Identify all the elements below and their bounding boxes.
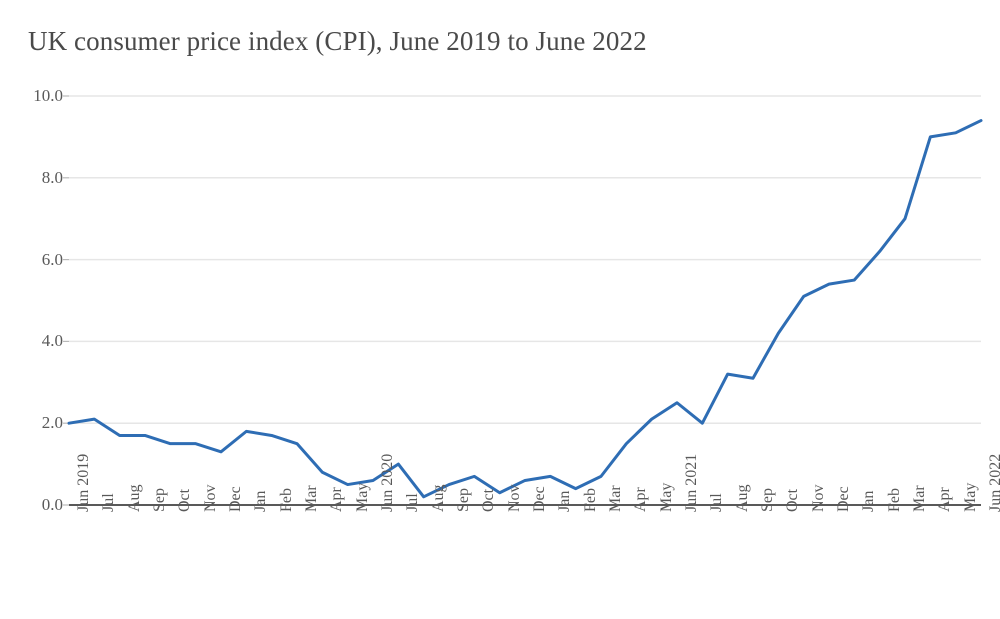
x-axis-label: Jan	[556, 490, 574, 512]
x-axis-label: Jun 2019	[75, 453, 92, 512]
x-axis-label: Jul	[404, 493, 422, 512]
x-axis-label: Jul	[100, 493, 118, 512]
x-axis-label: Nov	[505, 484, 523, 512]
x-axis-label: Dec	[835, 486, 852, 512]
chart-title: UK consumer price index (CPI), June 2019…	[28, 26, 647, 56]
y-axis-label: 0.0	[41, 495, 63, 514]
x-axis-label: May	[961, 482, 979, 512]
x-axis-label: Apr	[936, 487, 954, 512]
x-axis-label: Jun 2021	[683, 453, 700, 512]
y-axis-label: 8.0	[41, 167, 63, 187]
x-axis-label: Apr	[328, 487, 346, 512]
x-axis-label: Nov	[201, 484, 219, 512]
gridlines	[69, 95, 981, 424]
x-axis-label: Jan	[860, 490, 878, 512]
x-axis-label: May	[353, 482, 371, 512]
x-axis-label: Sep	[455, 488, 472, 512]
x-axis-label: Feb	[277, 488, 295, 512]
y-axis-label: 4.0	[41, 331, 63, 351]
y-axis-ticks	[63, 95, 69, 506]
x-axis-label: Jun 2022	[987, 453, 1000, 512]
cpi-series-line	[67, 119, 983, 499]
x-axis-label: May	[657, 482, 675, 512]
x-axis-label: Jun 2020	[379, 453, 396, 512]
y-axis-label: 2.0	[41, 413, 63, 433]
x-axis-label: Feb	[885, 488, 903, 512]
x-axis-label: Jan	[252, 490, 270, 512]
x-axis-label: Feb	[581, 488, 599, 512]
x-axis-label: Mar	[607, 485, 624, 512]
x-axis-label: Sep	[151, 488, 168, 512]
x-axis-label: Mar	[911, 485, 928, 512]
x-axis-label: Apr	[632, 487, 650, 512]
x-axis-label: Mar	[303, 485, 320, 512]
y-axis-label: 10.0	[33, 86, 63, 105]
y-axis-label: 6.0	[41, 249, 63, 269]
x-axis-label: Nov	[809, 484, 827, 512]
x-axis-label: Jul	[708, 493, 726, 512]
x-axis-label: Oct	[480, 488, 498, 512]
x-axis-label: Aug	[429, 484, 447, 512]
x-axis-label: Oct	[176, 488, 194, 512]
x-axis-label: Dec	[227, 486, 244, 512]
x-axis-label: Aug	[733, 484, 751, 512]
y-axis: 0.0 2.0 4.0 6.0 8.0 10.0	[0, 0, 63, 619]
x-axis-label: Oct	[784, 488, 802, 512]
x-axis-label: Dec	[531, 486, 548, 512]
x-axis-label: Sep	[759, 488, 776, 512]
x-axis-label: Aug	[125, 484, 143, 512]
